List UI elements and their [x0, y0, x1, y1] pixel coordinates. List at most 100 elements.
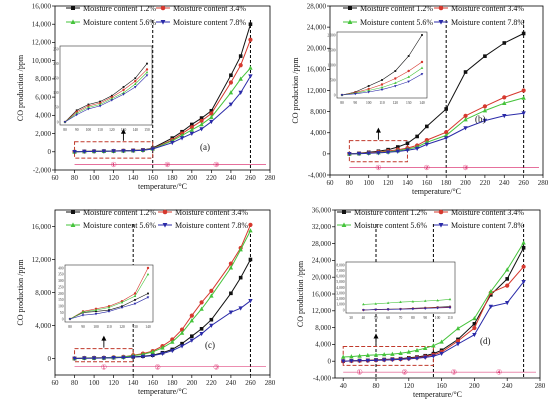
x-tick-label: 60	[327, 179, 335, 187]
inset-data-point	[423, 299, 427, 302]
data-point	[431, 343, 436, 348]
region-label: ③	[213, 363, 219, 371]
data-point	[238, 63, 243, 68]
data-point	[228, 90, 234, 95]
data-point	[160, 351, 165, 356]
inset-data-point	[75, 111, 79, 115]
inset-data-point	[120, 300, 124, 304]
inset-x-tick-label: 90	[75, 128, 79, 132]
y-tick-label: 4,000	[310, 129, 326, 137]
data-point	[376, 151, 381, 156]
y-tick-label: 8,000	[315, 324, 331, 332]
zoom-arrow-head	[373, 333, 379, 339]
data-point	[365, 352, 370, 358]
inset-data-point	[146, 62, 148, 65]
inset-data-point	[146, 296, 150, 299]
inset-y-tick-label: 250	[58, 285, 64, 289]
x-tick-label: 220	[480, 179, 491, 187]
x-tick-label: 280	[538, 179, 549, 187]
inset-x-tick-label: 110	[447, 316, 452, 320]
inset-y-tick-label: 4,000	[336, 286, 344, 291]
data-point	[209, 288, 214, 293]
data-point	[238, 306, 243, 311]
series-line	[349, 112, 524, 155]
inset-y-tick-label: 3,000	[336, 291, 344, 296]
data-point	[482, 108, 488, 113]
legend-label: Moisture content 7.8%	[173, 18, 246, 27]
data-point	[488, 289, 493, 294]
data-point	[179, 330, 185, 335]
x-tick-label: 80	[71, 174, 79, 182]
data-point	[505, 301, 510, 306]
x-tick-label: 180	[167, 379, 178, 387]
inset-data-point	[133, 82, 137, 85]
y-tick-label: 12,000	[32, 39, 52, 47]
inset-y-tick-label: 8,000	[336, 263, 344, 268]
legend-label: Moisture content 7.8%	[451, 18, 524, 27]
inset-x-tick-label: 40	[362, 316, 366, 320]
x-tick-label: 240	[226, 174, 237, 182]
data-point	[443, 136, 449, 141]
region-label: ①	[375, 164, 381, 172]
inset-data-point	[81, 314, 85, 317]
inset-data-point	[394, 85, 397, 88]
data-point	[190, 122, 194, 127]
data-point	[424, 142, 430, 147]
x-tick-label: 240	[226, 379, 237, 387]
inset-x-tick-label: 30	[349, 316, 353, 320]
legend-label: Moisture content 5.6%	[360, 18, 433, 27]
inset-data-point	[386, 308, 390, 311]
inset-data-point	[362, 302, 365, 306]
inset-data-point	[399, 300, 402, 304]
data-point	[431, 354, 436, 359]
y-tick-label: 8,000	[35, 289, 51, 297]
data-point	[414, 356, 420, 361]
data-point	[189, 127, 195, 132]
inset-data-point	[146, 272, 150, 276]
data-point	[140, 354, 146, 360]
inset-data-point	[81, 310, 85, 313]
inset-data-point	[146, 266, 150, 270]
data-point	[209, 317, 214, 322]
x-tick-label: 100	[89, 174, 100, 182]
data-point	[505, 267, 510, 272]
x-tick-label: 60	[52, 379, 60, 387]
inset-data-point	[407, 80, 410, 83]
legend-marker	[438, 223, 444, 228]
region-label: ②	[154, 363, 160, 371]
inset-data-point	[120, 306, 124, 310]
inset-x-tick-label: 130	[406, 101, 412, 105]
inset-data-point	[122, 86, 125, 88]
data-point	[502, 114, 507, 119]
x-tick-label: 80	[346, 179, 354, 187]
inset-data-point	[448, 306, 452, 310]
legend-marker	[162, 209, 168, 215]
inset-data-point	[421, 34, 423, 36]
panel-label: (d)	[480, 336, 491, 346]
data-point	[488, 304, 493, 309]
inset-data-point	[133, 86, 137, 89]
inset-data-point	[420, 66, 424, 69]
region-label: ②	[402, 369, 408, 377]
y-tick-label: 8,000	[310, 108, 326, 116]
data-point	[382, 352, 387, 357]
data-point	[395, 145, 400, 149]
data-point	[101, 149, 107, 154]
y-tick-label: 16,000	[312, 290, 332, 298]
inset-y-tick-label: 6,000	[336, 275, 344, 280]
x-tick-label: 280	[265, 379, 276, 387]
data-point	[502, 100, 507, 105]
inset-data-point	[108, 309, 110, 311]
series-line	[349, 90, 524, 155]
y-tick-label: 12,000	[312, 307, 332, 315]
legend-marker	[347, 19, 353, 24]
panel-a: 60 80 100 120 140 160 180 200 220 240 260 280 -2,000…	[16, 2, 276, 191]
inset-y-tick-label: 100	[58, 305, 64, 309]
legend-marker	[341, 222, 347, 227]
inset-y-tick-label: 0	[57, 120, 59, 124]
inset-data-point	[98, 105, 102, 108]
inset-data-point	[420, 60, 424, 64]
panel-label: (c)	[205, 340, 215, 350]
y-tick-label: 20,000	[312, 274, 332, 282]
